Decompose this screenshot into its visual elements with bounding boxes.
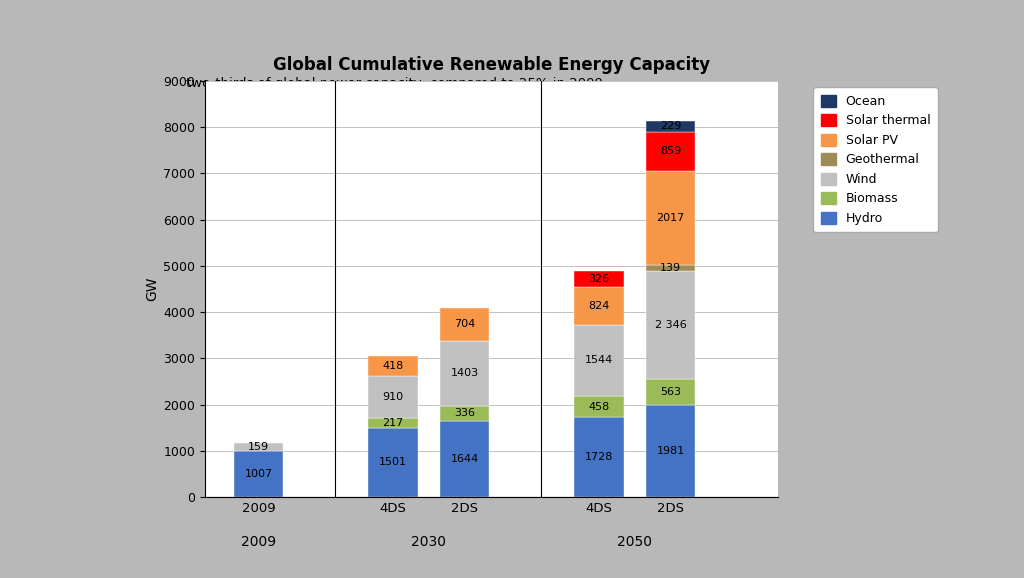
Bar [233,443,284,450]
Text: 159: 159 [248,442,269,452]
Text: 859: 859 [660,146,681,157]
Bar [369,428,418,497]
Text: two-thirds of global power capacity, compared to 25% in 2009.: two-thirds of global power capacity, com… [186,77,607,90]
Text: 1544: 1544 [585,355,613,365]
Text: 910: 910 [382,392,403,402]
Text: 336: 336 [454,408,475,418]
Text: 1403: 1403 [451,368,478,378]
Bar [646,271,695,379]
Title: Global Cumulative Renewable Energy Capacity: Global Cumulative Renewable Energy Capac… [273,56,710,74]
Text: 563: 563 [660,387,681,398]
Bar [574,272,624,287]
Text: 2030: 2030 [412,535,446,549]
Bar [646,406,695,497]
Text: 2017: 2017 [656,213,685,223]
Legend: Ocean, Solar thermal, Solar PV, Geothermal, Wind, Biomass, Hydro: Ocean, Solar thermal, Solar PV, Geotherm… [813,87,938,232]
Y-axis label: GW: GW [145,277,159,301]
Bar [646,121,695,132]
Bar [646,171,695,265]
Bar [646,132,695,171]
Text: 2050: 2050 [617,535,652,549]
Bar [369,418,418,428]
Text: 139: 139 [660,263,681,273]
Bar [440,406,489,421]
Text: 1728: 1728 [585,452,613,462]
Bar [646,265,695,271]
Text: 326: 326 [589,274,609,284]
Bar [440,308,489,340]
Text: 824: 824 [589,301,609,310]
Text: 2009: 2009 [241,535,276,549]
Text: 1981: 1981 [656,446,685,456]
Bar [440,421,489,497]
Bar [369,356,418,376]
Bar [574,396,624,417]
Bar [646,379,695,406]
Text: 1007: 1007 [245,469,272,479]
Text: 418: 418 [382,361,403,371]
Text: 704: 704 [454,320,475,329]
Bar [574,417,624,497]
Bar [440,340,489,406]
Text: 458: 458 [589,402,609,412]
Bar [233,450,284,497]
Bar [369,376,418,418]
Text: 229: 229 [660,121,681,131]
Bar [574,325,624,396]
Text: 217: 217 [382,418,403,428]
Text: 2 346: 2 346 [654,320,687,330]
Text: 1644: 1644 [451,454,479,464]
Text: 1501: 1501 [379,457,407,468]
Bar [574,287,624,325]
